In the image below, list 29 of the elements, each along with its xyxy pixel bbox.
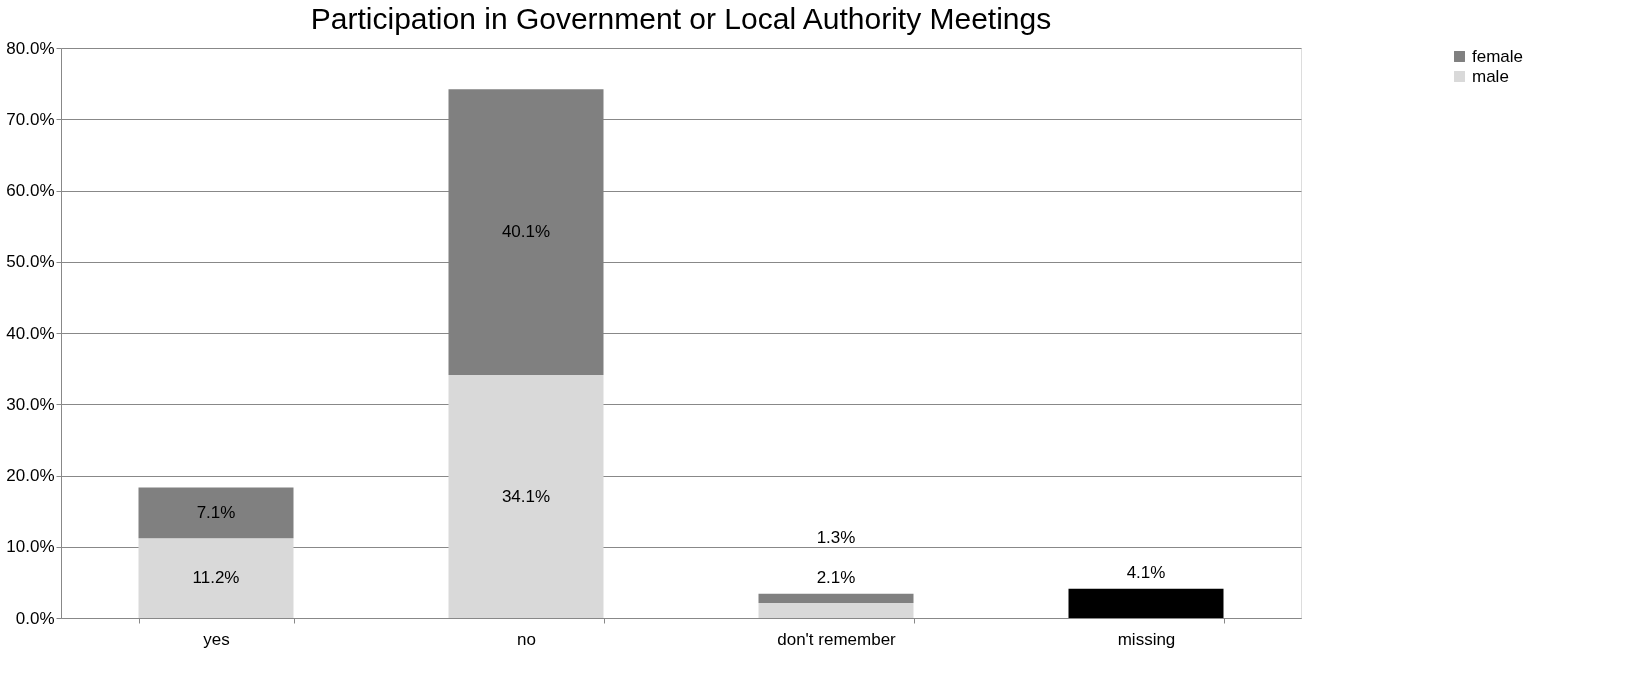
data-label: 40.1% (501, 222, 551, 242)
bar (758, 593, 914, 604)
y-tick-label: 60.0% (6, 181, 55, 200)
y-tick-label: 30.0% (6, 394, 55, 414)
data-label: 2.1% (816, 567, 856, 587)
data-label: 34.1% (501, 486, 551, 506)
y-tick-label: 20.0% (6, 466, 55, 485)
x-tick-label: yes (203, 629, 230, 649)
y-tick-label: 50.0% (6, 252, 55, 272)
y-tick-label: 0.0% (15, 608, 55, 628)
legend-label: male (1472, 66, 1509, 86)
bar (138, 538, 294, 618)
legend-label: female (1472, 46, 1524, 66)
y-tick-label: 10.0% (6, 537, 55, 557)
data-label: 11.2% (192, 568, 240, 588)
bar (138, 487, 294, 539)
y-tick-label: 40.0% (6, 323, 55, 343)
x-tick-label: no (517, 629, 536, 649)
chart-title: Participation in Government or Local Authority Meetings (310, 2, 1052, 35)
x-tick-label: don't remember (777, 629, 897, 649)
bar (758, 603, 914, 618)
y-tick-label: 70.0% (6, 109, 55, 129)
data-label: 7.1% (196, 502, 236, 522)
data-label: 4.1% (1126, 562, 1166, 582)
y-tick-label: 80.0% (6, 38, 55, 58)
data-label: 1.3% (816, 527, 856, 547)
x-tick-label: missing (1117, 629, 1176, 649)
bar (1068, 588, 1224, 618)
bar (448, 375, 604, 618)
